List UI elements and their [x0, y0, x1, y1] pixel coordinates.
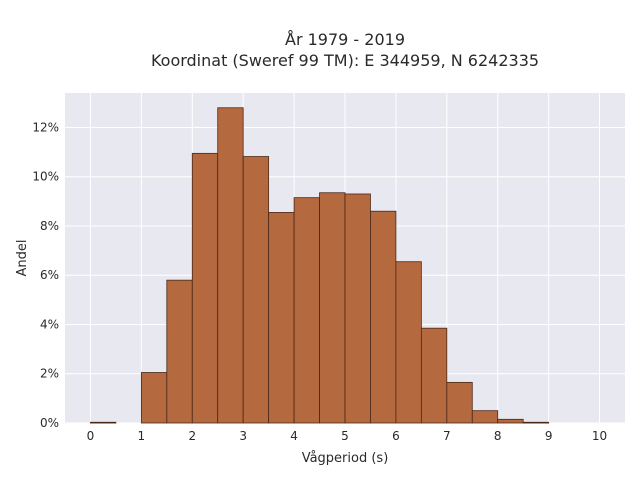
- y-axis-title: Andel: [15, 240, 30, 277]
- histogram-bar: [446, 381, 473, 424]
- histogram-bar: [420, 327, 448, 424]
- x-tick-label: 6: [392, 429, 400, 443]
- y-tick-label: 2%: [40, 367, 59, 381]
- chart-title-line2: Koordinat (Sweref 99 TM): E 344959, N 62…: [151, 51, 539, 70]
- y-tick-label: 0%: [40, 416, 59, 430]
- x-tick-label: 2: [188, 429, 196, 443]
- histogram-bar: [293, 197, 320, 424]
- x-tick-label: 3: [239, 429, 247, 443]
- x-tick-label: 10: [592, 429, 607, 443]
- histogram-bar: [319, 192, 346, 424]
- x-tick-label: 5: [341, 429, 349, 443]
- x-tick-label: 9: [545, 429, 553, 443]
- histogram-bar: [395, 261, 422, 424]
- histogram-bar: [344, 193, 371, 424]
- histogram-bar: [268, 212, 295, 424]
- x-tick-label: 8: [494, 429, 502, 443]
- histogram-bar: [497, 418, 524, 424]
- histogram-bar: [242, 156, 270, 424]
- y-tick-label: 10%: [32, 170, 59, 184]
- x-tick-label: 0: [87, 429, 95, 443]
- y-tick-label: 4%: [40, 317, 59, 331]
- histogram-bar: [217, 107, 244, 424]
- histogram-bar: [471, 410, 499, 424]
- histogram-bar: [166, 279, 193, 424]
- histogram-bar: [522, 421, 550, 424]
- y-tick-labels: 0% 2% 4% 6% 8% 10% 12%: [32, 120, 59, 430]
- x-tick-labels: 0 1 2 3 4 5 6 7 8 9 10: [87, 429, 608, 443]
- x-tick-label: 7: [443, 429, 451, 443]
- x-axis-title: Vågperiod (s): [302, 451, 389, 466]
- y-tick-label: 6%: [40, 268, 59, 282]
- histogram-bars: [90, 107, 550, 424]
- x-tick-label: 4: [290, 429, 298, 443]
- histogram-bar: [90, 421, 117, 424]
- histogram-bar: [370, 210, 397, 424]
- histogram-bar: [140, 372, 168, 424]
- y-tick-label: 8%: [40, 219, 59, 233]
- chart-title-line1: År 1979 - 2019: [285, 30, 405, 49]
- y-tick-label: 12%: [32, 120, 59, 134]
- histogram-bar: [191, 152, 219, 424]
- x-tick-label: 1: [138, 429, 146, 443]
